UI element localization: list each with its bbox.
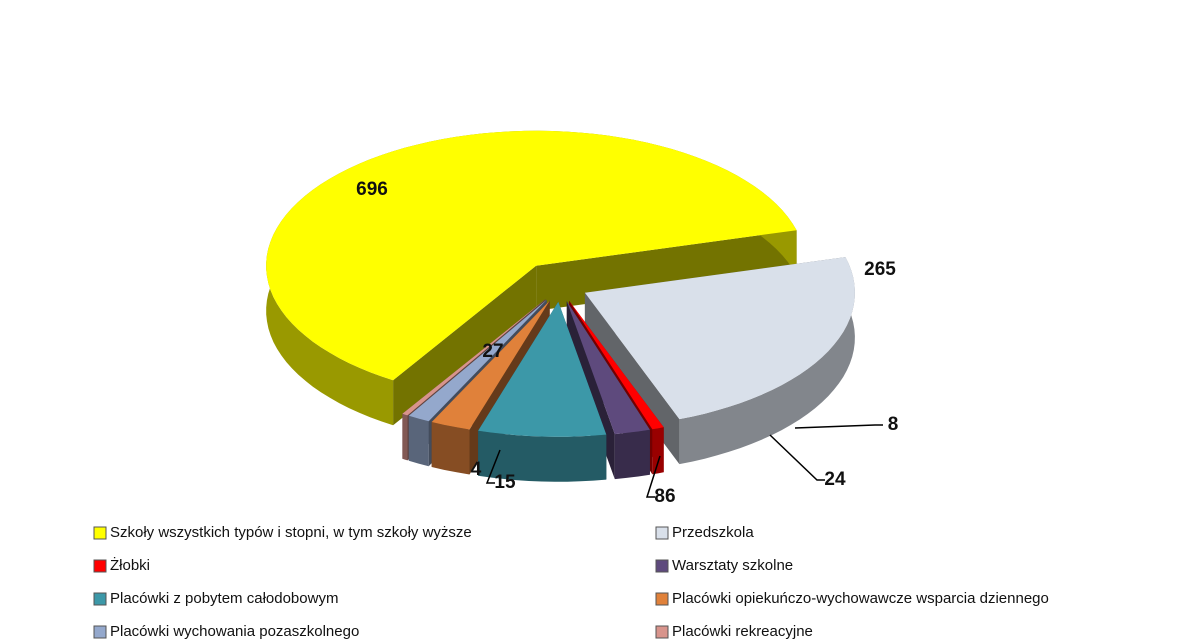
legend-label: Przedszkola (672, 524, 754, 541)
data-label: 86 (654, 486, 675, 507)
leader-line (769, 434, 825, 481)
slice-wall (402, 413, 408, 461)
leader-line (645, 455, 661, 498)
legend-swatch (93, 526, 107, 540)
legend-swatch (93, 592, 107, 606)
data-label: 27 (482, 341, 503, 362)
slice-wall (679, 257, 855, 465)
legend-label: Placówki wychowania pozaszkolnego (110, 623, 359, 640)
slice-side (393, 265, 537, 426)
legend-swatch (93, 559, 107, 573)
legend-label: Placówki rekreacyjne (672, 623, 813, 640)
data-label: 265 (864, 259, 896, 280)
data-label: 4 (471, 459, 482, 480)
slice (584, 257, 855, 420)
slice (431, 300, 550, 430)
slice (569, 300, 664, 430)
slice (402, 299, 546, 416)
data-label: 24 (824, 469, 846, 490)
legend-swatch (655, 526, 669, 540)
leader-line (485, 449, 501, 484)
data-label: 696 (356, 179, 388, 200)
slice-wall (614, 429, 650, 480)
slice (408, 299, 547, 422)
slice-wall (408, 415, 429, 467)
slice (266, 130, 797, 381)
legend-swatch (655, 559, 669, 573)
legend-swatch (655, 625, 669, 639)
legend-label: Placówki opiekuńczo-wychowawcze wsparcia… (672, 590, 1049, 607)
slice (478, 301, 607, 437)
legend-label: Warsztaty szkolne (672, 557, 793, 574)
data-label: 8 (888, 414, 899, 435)
slice-wall (652, 427, 664, 475)
legend-label: Żłobki (110, 556, 150, 574)
slice-wall (431, 422, 470, 475)
data-label: 15 (494, 472, 516, 493)
slice (566, 301, 650, 435)
slice-wall (478, 430, 607, 482)
leader-line (794, 424, 883, 429)
legend-swatch (93, 625, 107, 639)
legend-swatch (655, 592, 669, 606)
legend-label: Szkoły wszystkich typów i stopni, w tym … (110, 524, 472, 541)
legend-label: Placówki z pobytem całodobowym (110, 590, 338, 607)
